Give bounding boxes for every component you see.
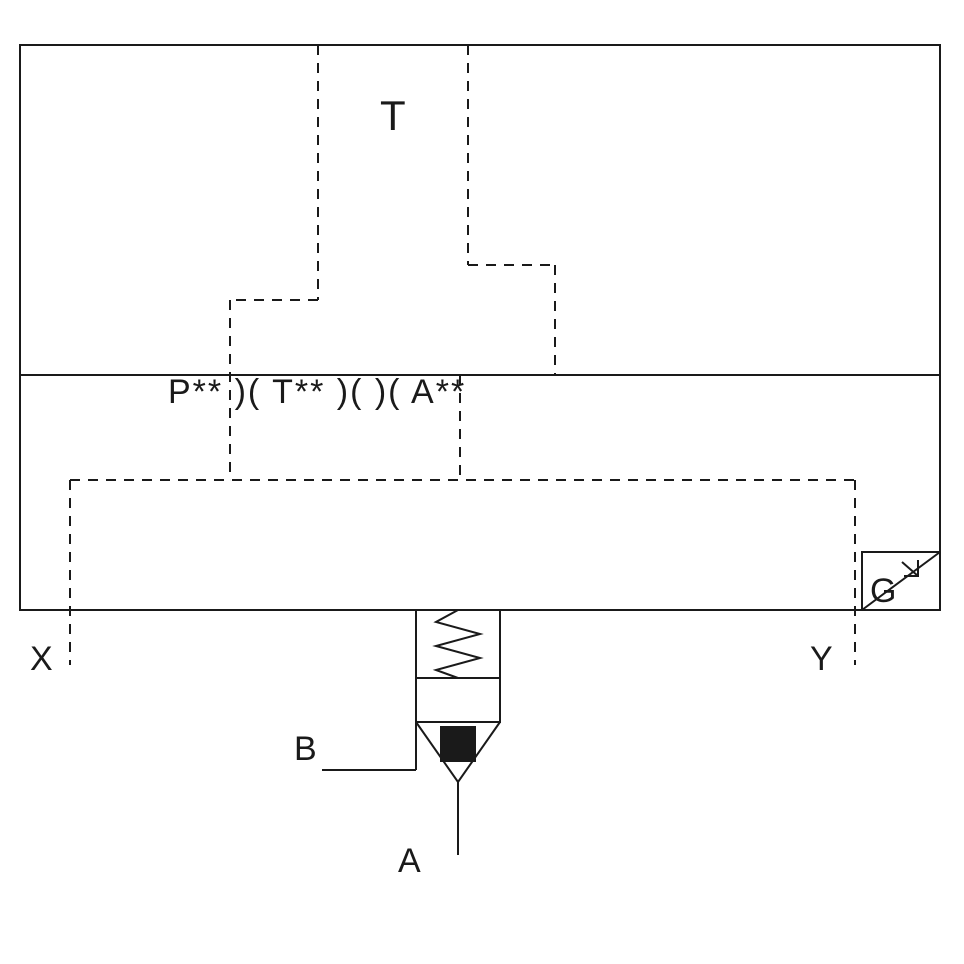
label-port-row: P** )( T** )( )( A**	[168, 373, 466, 411]
outer-block	[20, 45, 940, 610]
g-symbol-box: G	[862, 552, 940, 610]
label-g: G	[870, 572, 896, 610]
spring-icon	[436, 610, 480, 678]
label-b: B	[294, 730, 317, 768]
label-t-top: T	[380, 92, 406, 139]
label-x: X	[30, 640, 53, 678]
valve-assembly	[416, 610, 500, 782]
lower-dashed-block	[70, 480, 855, 665]
hydraulic-schematic: G P** )( T** )( )( A** T X Y	[0, 0, 964, 964]
label-y: Y	[810, 640, 833, 678]
label-a-bottom: A	[398, 842, 421, 880]
poppet-icon	[440, 726, 476, 762]
